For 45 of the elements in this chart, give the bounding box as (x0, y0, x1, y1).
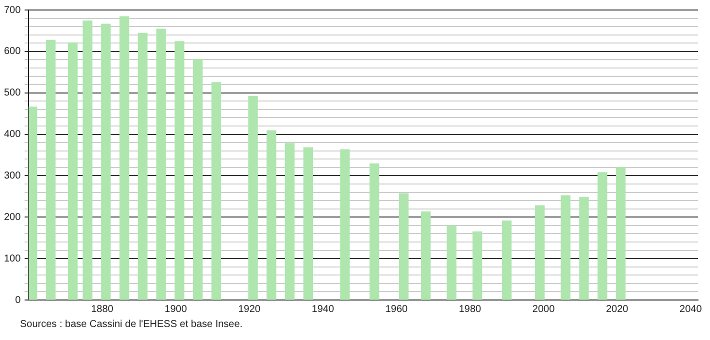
bar (248, 96, 258, 300)
x-tick-label: 1940 (312, 304, 334, 315)
bar (340, 149, 350, 300)
bar (616, 167, 626, 300)
bar (138, 32, 148, 300)
bar (446, 226, 456, 300)
bar (28, 106, 38, 300)
y-tick-label: 100 (4, 253, 22, 264)
x-tick-label: 2000 (532, 304, 556, 315)
bar (211, 82, 222, 300)
bar (303, 147, 314, 300)
bar (579, 196, 589, 300)
bar (156, 28, 166, 300)
bar (421, 211, 431, 300)
y-tick-label: 400 (4, 129, 22, 140)
bar (370, 163, 380, 300)
bar (560, 195, 570, 300)
bar (119, 16, 130, 300)
x-tick-label: 1920 (238, 304, 261, 315)
bar (46, 40, 56, 300)
x-tick-label: 2020 (606, 304, 629, 315)
x-tick-label: 1980 (458, 304, 482, 315)
x-tick-label: 1900 (164, 304, 188, 315)
bar (68, 42, 78, 300)
bar (266, 130, 276, 300)
bar (193, 58, 203, 300)
bar (535, 205, 545, 300)
bar (174, 41, 184, 300)
y-tick-label: 500 (4, 88, 22, 99)
y-tick-label: 300 (4, 170, 22, 182)
bar (598, 172, 608, 300)
y-tick-label: 600 (4, 46, 22, 58)
bar (82, 20, 92, 300)
source-note: Sources : base Cassini de l'EHESS et base Insee. (19, 318, 244, 332)
x-tick-label: 1880 (91, 304, 114, 315)
y-tick-label: 0 (15, 294, 22, 306)
bar (284, 143, 295, 300)
bar (398, 193, 409, 300)
y-tick-label: 700 (4, 4, 22, 16)
y-tick-label: 200 (4, 212, 22, 223)
x-tick-label: 1960 (385, 304, 408, 315)
bar (502, 220, 512, 300)
x-tick-label: 2040 (680, 304, 702, 315)
bar (101, 24, 111, 300)
bar (472, 231, 482, 300)
